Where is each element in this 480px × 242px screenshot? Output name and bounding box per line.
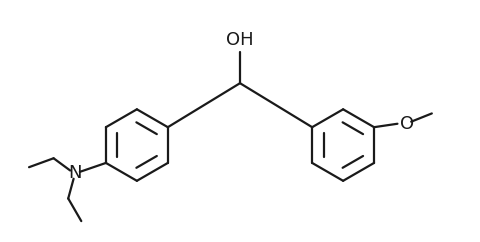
Text: OH: OH — [226, 31, 254, 49]
Text: N: N — [68, 164, 82, 182]
Text: O: O — [400, 115, 414, 133]
